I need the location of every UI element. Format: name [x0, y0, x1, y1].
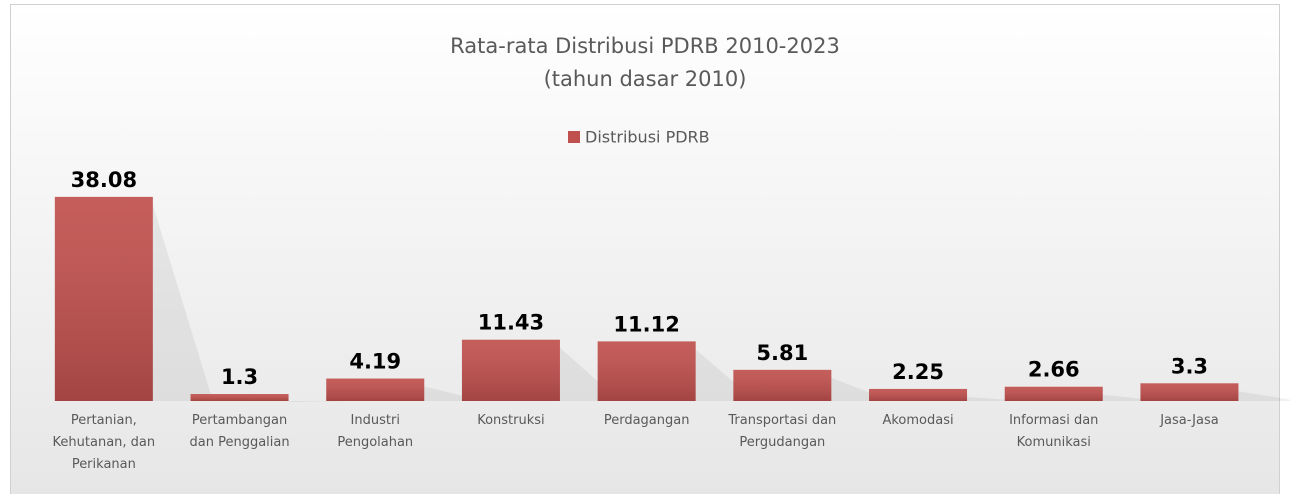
- x-tick-label: Perdagangan: [604, 413, 690, 428]
- data-label: 1.3: [221, 365, 258, 389]
- data-label: 4.19: [349, 350, 401, 374]
- x-tick-label: Jasa-Jasa: [1159, 413, 1219, 428]
- bar-shadow: [1238, 391, 1290, 401]
- data-label: 3.3: [1171, 354, 1208, 378]
- legend-swatch: [568, 131, 580, 143]
- x-tick-label: Konstruksi: [477, 413, 544, 428]
- x-tick-label: Akomodasi: [882, 413, 953, 428]
- bar-shade: [869, 388, 968, 401]
- bar-shadow: [967, 396, 1028, 401]
- data-label: 38.08: [71, 168, 137, 192]
- x-tick-label: Pertanian, Kehutanan, dan Perikanan: [53, 413, 156, 472]
- data-label: 11.12: [613, 312, 679, 336]
- x-tick-label: Informasi dan Komunikasi: [1009, 413, 1098, 450]
- legend-label: Distribusi PDRB: [585, 128, 710, 147]
- x-tick-label: Transportasi dan Pergudangan: [727, 413, 836, 450]
- chart-frame: [10, 4, 1280, 494]
- bar-shade: [733, 369, 832, 401]
- x-tick-label: Pertambangan dan Penggalian: [189, 413, 289, 450]
- data-label: 2.66: [1028, 358, 1080, 382]
- bar-shadow: [695, 349, 756, 401]
- bar-shade: [326, 378, 425, 401]
- bar-shade: [1004, 386, 1103, 401]
- bar-shade: [461, 339, 560, 401]
- bar-shadow: [288, 401, 349, 403]
- chart-title: Rata-rata Distribusi PDRB 2010-2023: [450, 34, 840, 58]
- bar-shade: [597, 341, 696, 401]
- bar-shadow: [152, 204, 213, 401]
- x-tick-label: Industri Pengolahan: [337, 413, 413, 450]
- legend: Distribusi PDRB: [568, 128, 710, 147]
- bar-shade: [1140, 383, 1239, 401]
- bar-shade: [54, 196, 153, 401]
- chart-subtitle: (tahun dasar 2010): [544, 67, 747, 91]
- data-label: 11.43: [478, 311, 544, 335]
- bar-shade: [190, 394, 289, 401]
- data-label: 5.81: [756, 341, 808, 365]
- data-label: 2.25: [892, 360, 944, 384]
